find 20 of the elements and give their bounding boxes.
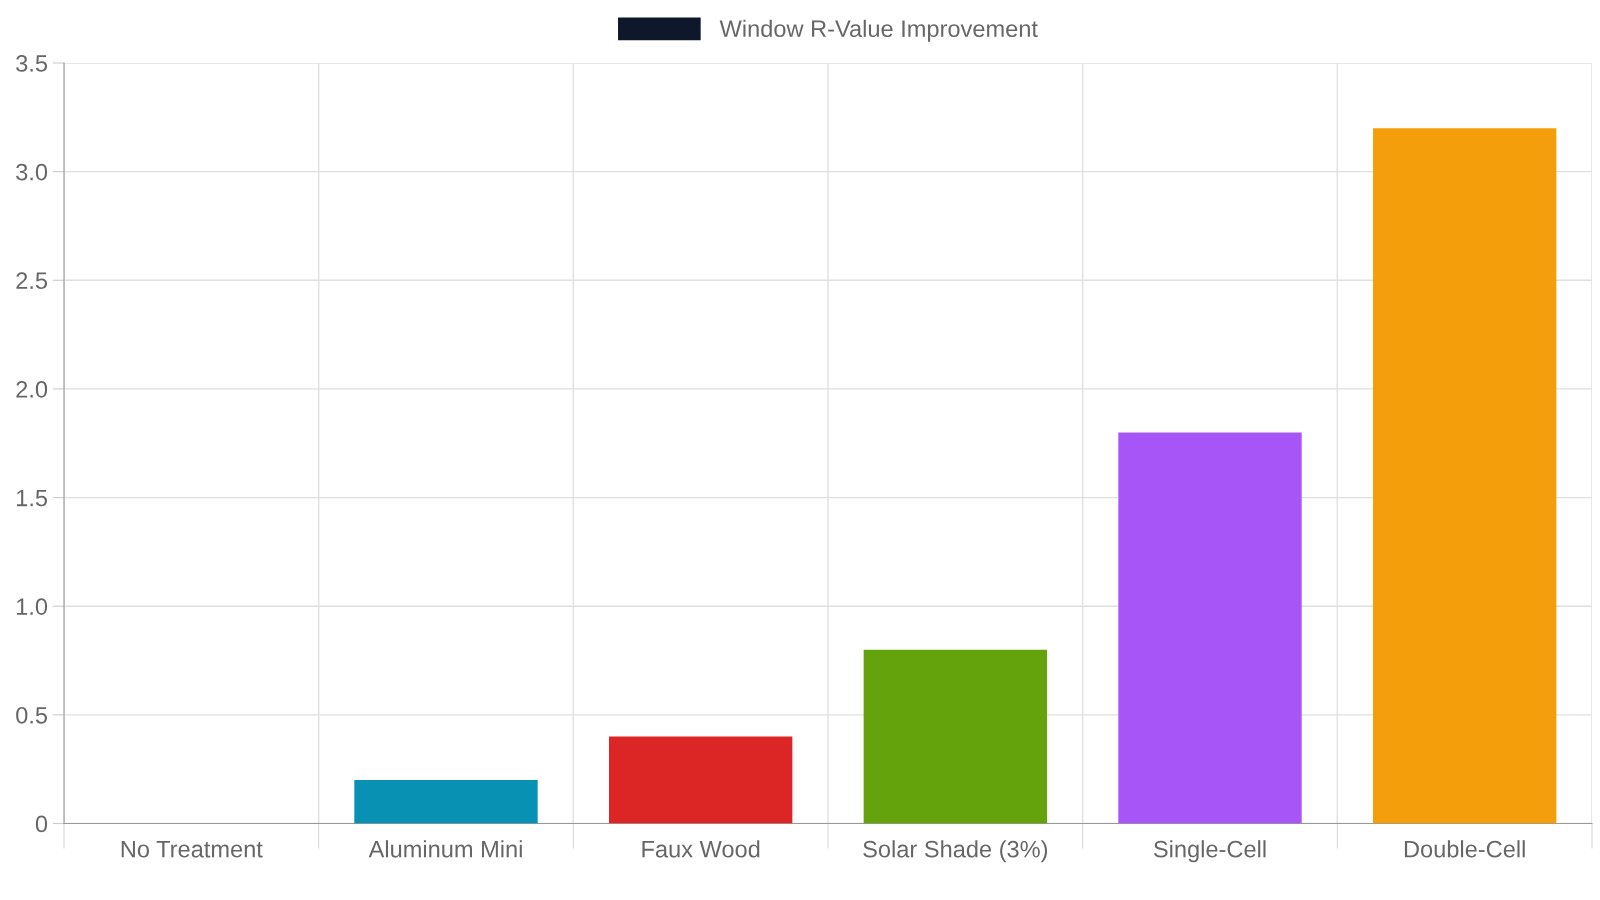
y-tick-label: 1.5 [17, 489, 48, 507]
x-tick-label: Aluminum Mini [368, 840, 522, 858]
y-tick-label: 2.5 [16, 272, 48, 290]
text: Window R-Value Improvement [719, 19, 1038, 42]
bar [1118, 432, 1302, 824]
bar [863, 649, 1048, 824]
x-tick-label: No Treatment [121, 841, 263, 858]
bar [608, 736, 793, 824]
x-tick-label: Faux Wood [642, 840, 760, 858]
y-tick-label: 1.0 [17, 598, 48, 615]
x-tick-label: Double-Cell [1404, 840, 1525, 858]
x-tick-label: Solar Shade (3%) [863, 840, 1048, 863]
y-tick-label: 3.5 [16, 55, 48, 72]
y-tick-label: 2.0 [16, 381, 48, 398]
y-tick-label: 0 [35, 815, 48, 833]
bar [1372, 128, 1557, 824]
y-tick-label: 3.0 [16, 163, 48, 181]
y-tick-label: 0.5 [16, 706, 48, 724]
x-tick-label: Single-Cell [1153, 840, 1266, 863]
bar [354, 780, 538, 824]
